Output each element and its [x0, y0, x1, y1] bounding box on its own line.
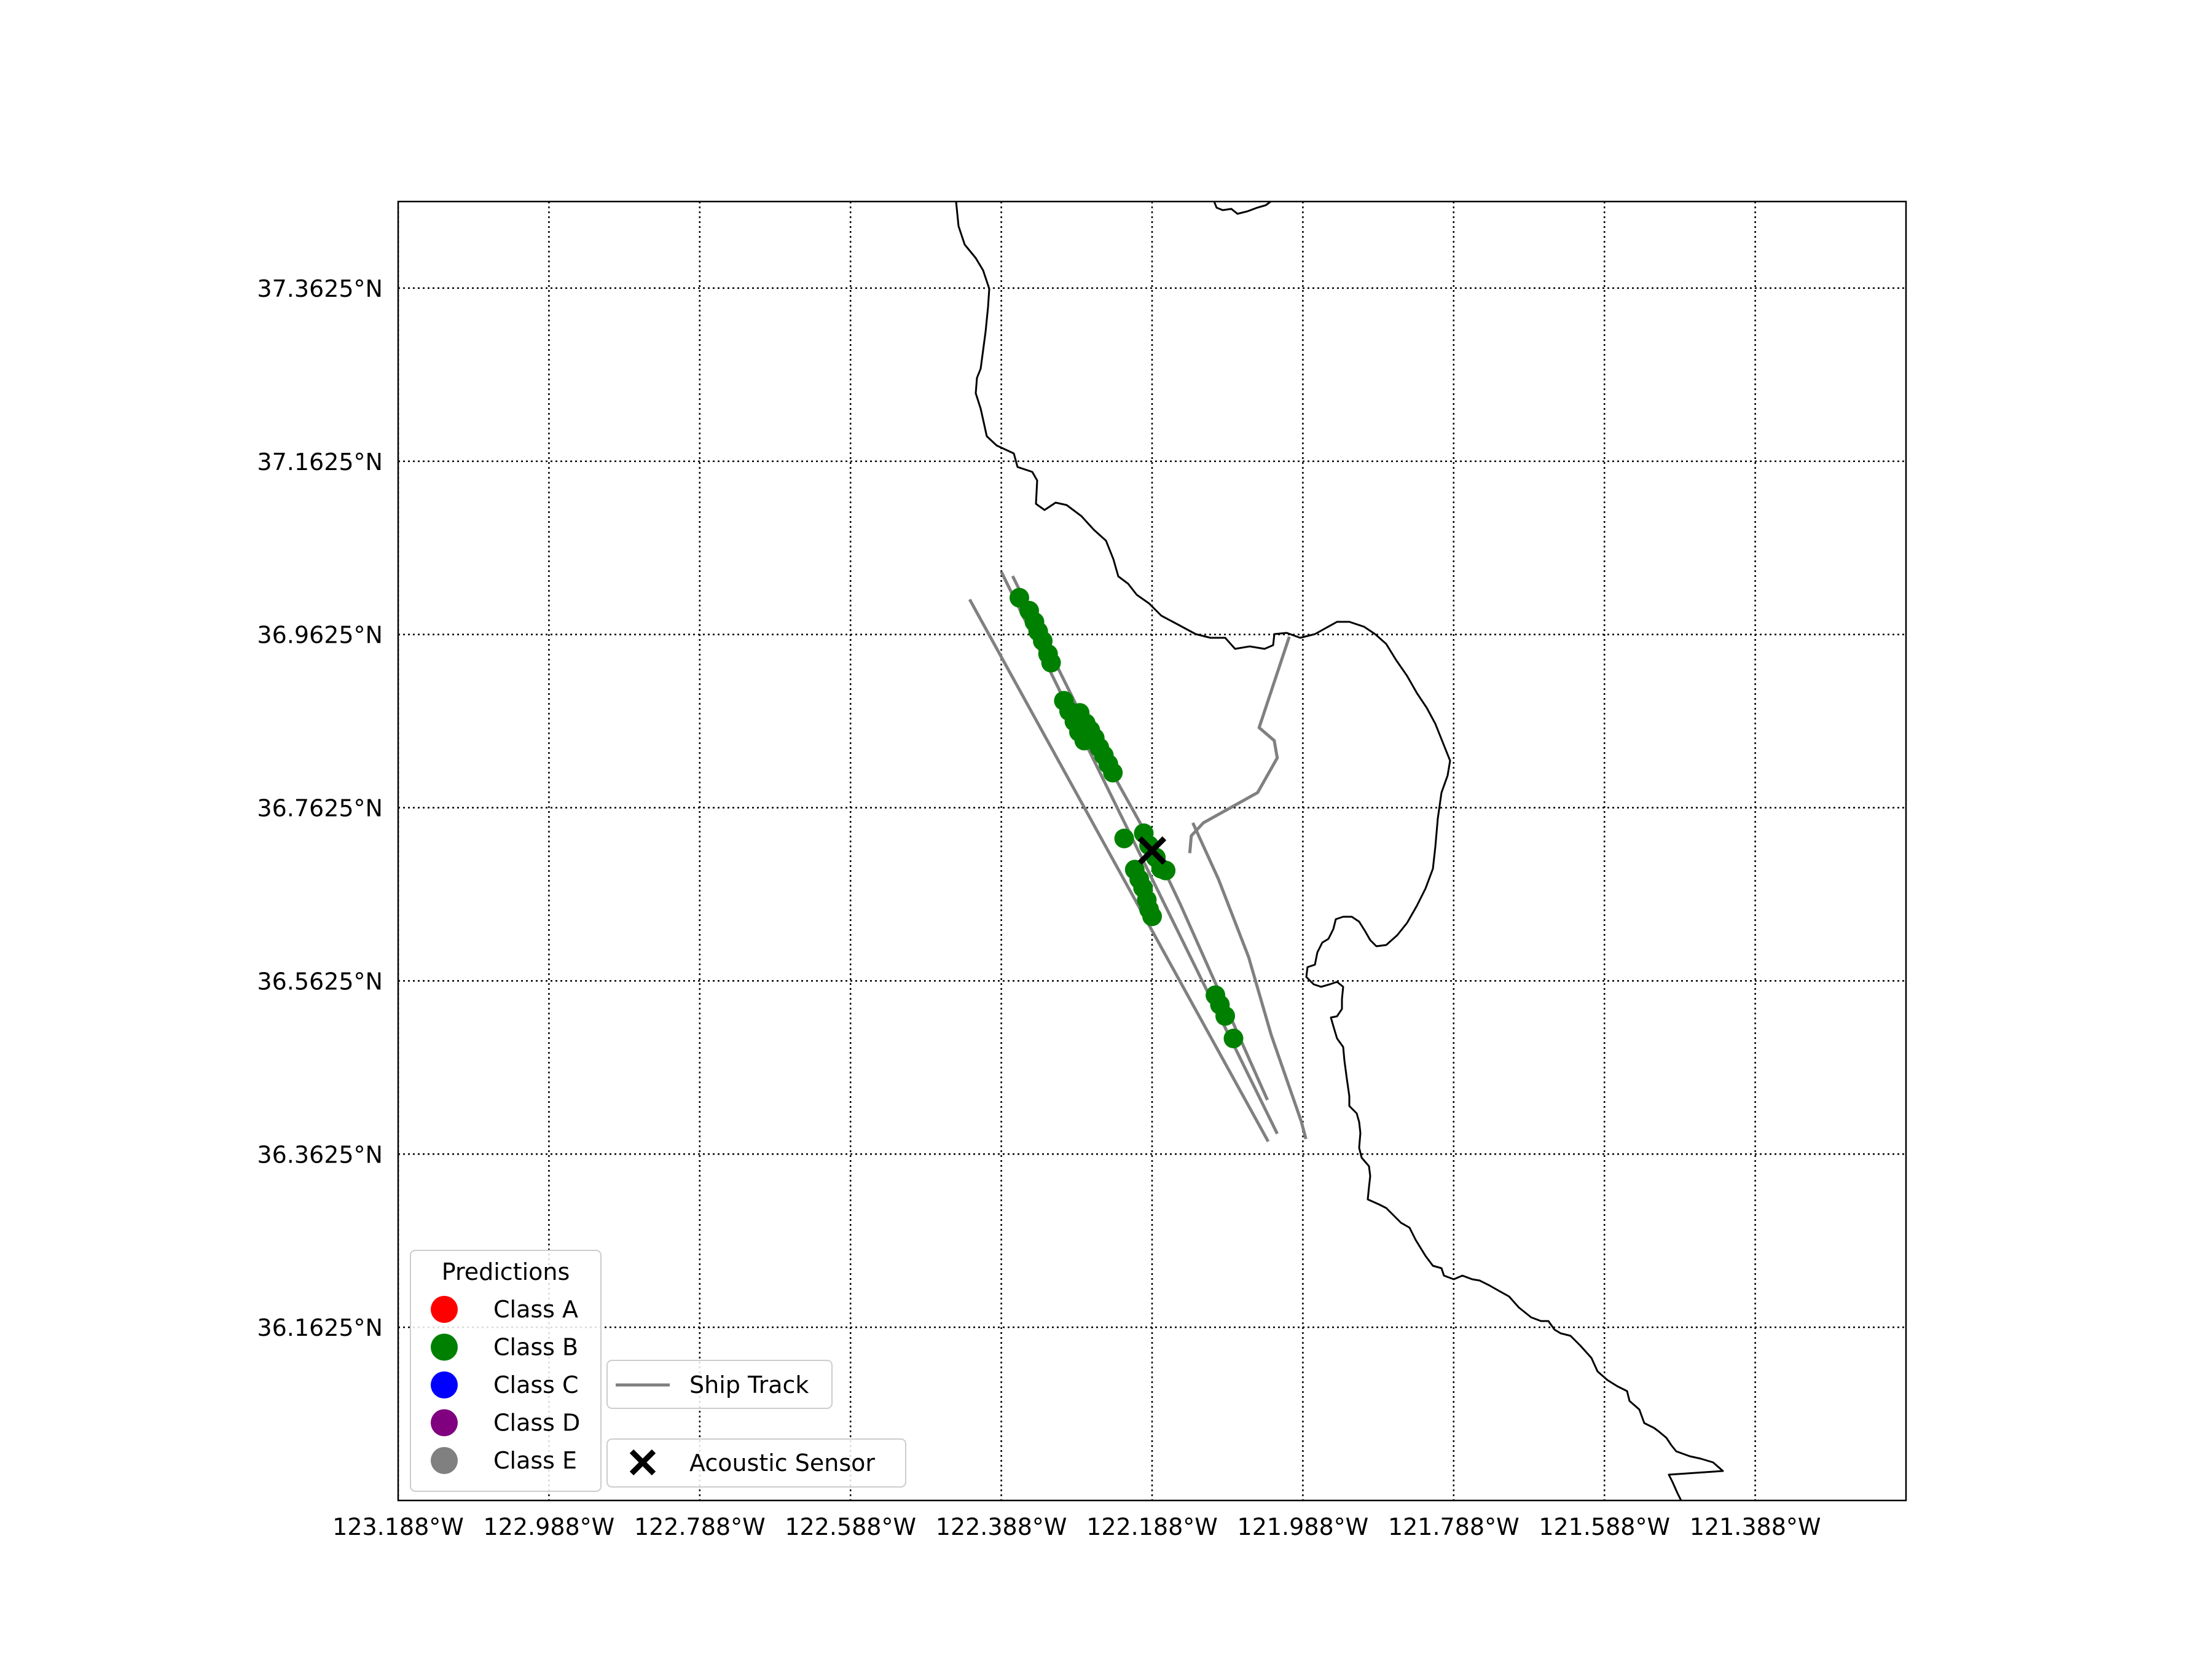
coastline [955, 202, 1724, 1500]
prediction-point [1041, 653, 1061, 673]
prediction-point [1114, 828, 1134, 849]
acoustic-sensor-legend-box [606, 1438, 906, 1488]
x-tick-label: 121.388°W [1690, 1513, 1821, 1540]
acoustic-sensor-stroke [1137, 836, 1167, 865]
prediction-point [1223, 1029, 1244, 1049]
acoustic-sensor-legend: Acoustic Sensor [606, 1438, 906, 1488]
prediction-point [1142, 906, 1162, 927]
y-tick-label: 37.1625°N [257, 449, 383, 476]
legend-label: Class B [493, 1334, 578, 1361]
ship-track [1191, 822, 1308, 1140]
x-tick-label: 123.188°W [332, 1513, 464, 1540]
acoustic-sensor-legend-icon [629, 1449, 656, 1476]
prediction-point [1156, 860, 1176, 880]
predictions-legend: Predictions Class A Class B Class C Class D… [410, 1250, 602, 1492]
legend-marker [431, 1333, 458, 1361]
prediction-point [1103, 763, 1123, 783]
y-tick-label: 36.3625°N [257, 1141, 383, 1168]
ship-track-legend-label: Ship Track [689, 1371, 809, 1398]
ship-track [968, 598, 1270, 1143]
acoustic-sensor-legend-label: Acoustic Sensor [689, 1449, 875, 1477]
tick-labels: 123.188°W 122.988°W 122.788°W 122.588°W 122.… [257, 275, 1821, 1540]
y-tick-label: 36.1625°N [257, 1314, 383, 1341]
x-tick-label: 121.988°W [1237, 1513, 1369, 1540]
y-tick-label: 36.9625°N [257, 622, 383, 649]
prediction-point [1215, 1006, 1235, 1026]
prediction-points [1010, 587, 1244, 1049]
legend-label: Class C [493, 1371, 579, 1398]
ship-track-legend-box [606, 1360, 833, 1409]
legend-label: Class E [493, 1447, 577, 1474]
legend-label: Class D [493, 1410, 580, 1437]
legend-marker [431, 1409, 458, 1437]
acoustic-sensor-marker [1137, 836, 1167, 865]
y-tick-label: 36.7625°N [257, 795, 383, 822]
legend-marker [431, 1371, 458, 1398]
x-tick-label: 122.188°W [1086, 1513, 1218, 1540]
legend-label: Class A [493, 1296, 578, 1323]
ship-track-legend: Ship Track [606, 1360, 833, 1409]
coastline-north-fragment [1213, 202, 1271, 215]
y-tick-label: 37.3625°N [257, 275, 383, 302]
ship-track [1188, 636, 1291, 853]
x-tick-label: 122.988°W [484, 1513, 615, 1540]
legend-marker [431, 1296, 458, 1323]
x-tick-label: 122.788°W [634, 1513, 766, 1540]
plot-frame [397, 200, 1907, 1502]
x-tick-label: 122.388°W [936, 1513, 1067, 1540]
x-tick-label: 122.588°W [785, 1513, 916, 1540]
predictions-legend-title: Predictions [442, 1258, 570, 1285]
predictions-legend-box [410, 1250, 602, 1492]
x-tick-label: 121.588°W [1539, 1513, 1670, 1540]
predictions-legend-entries: Class A Class B Class C Class D Class E [431, 1296, 580, 1474]
legend-marker [431, 1447, 458, 1474]
y-tick-label: 36.5625°N [257, 968, 383, 995]
x-tick-label: 121.788°W [1388, 1513, 1520, 1540]
